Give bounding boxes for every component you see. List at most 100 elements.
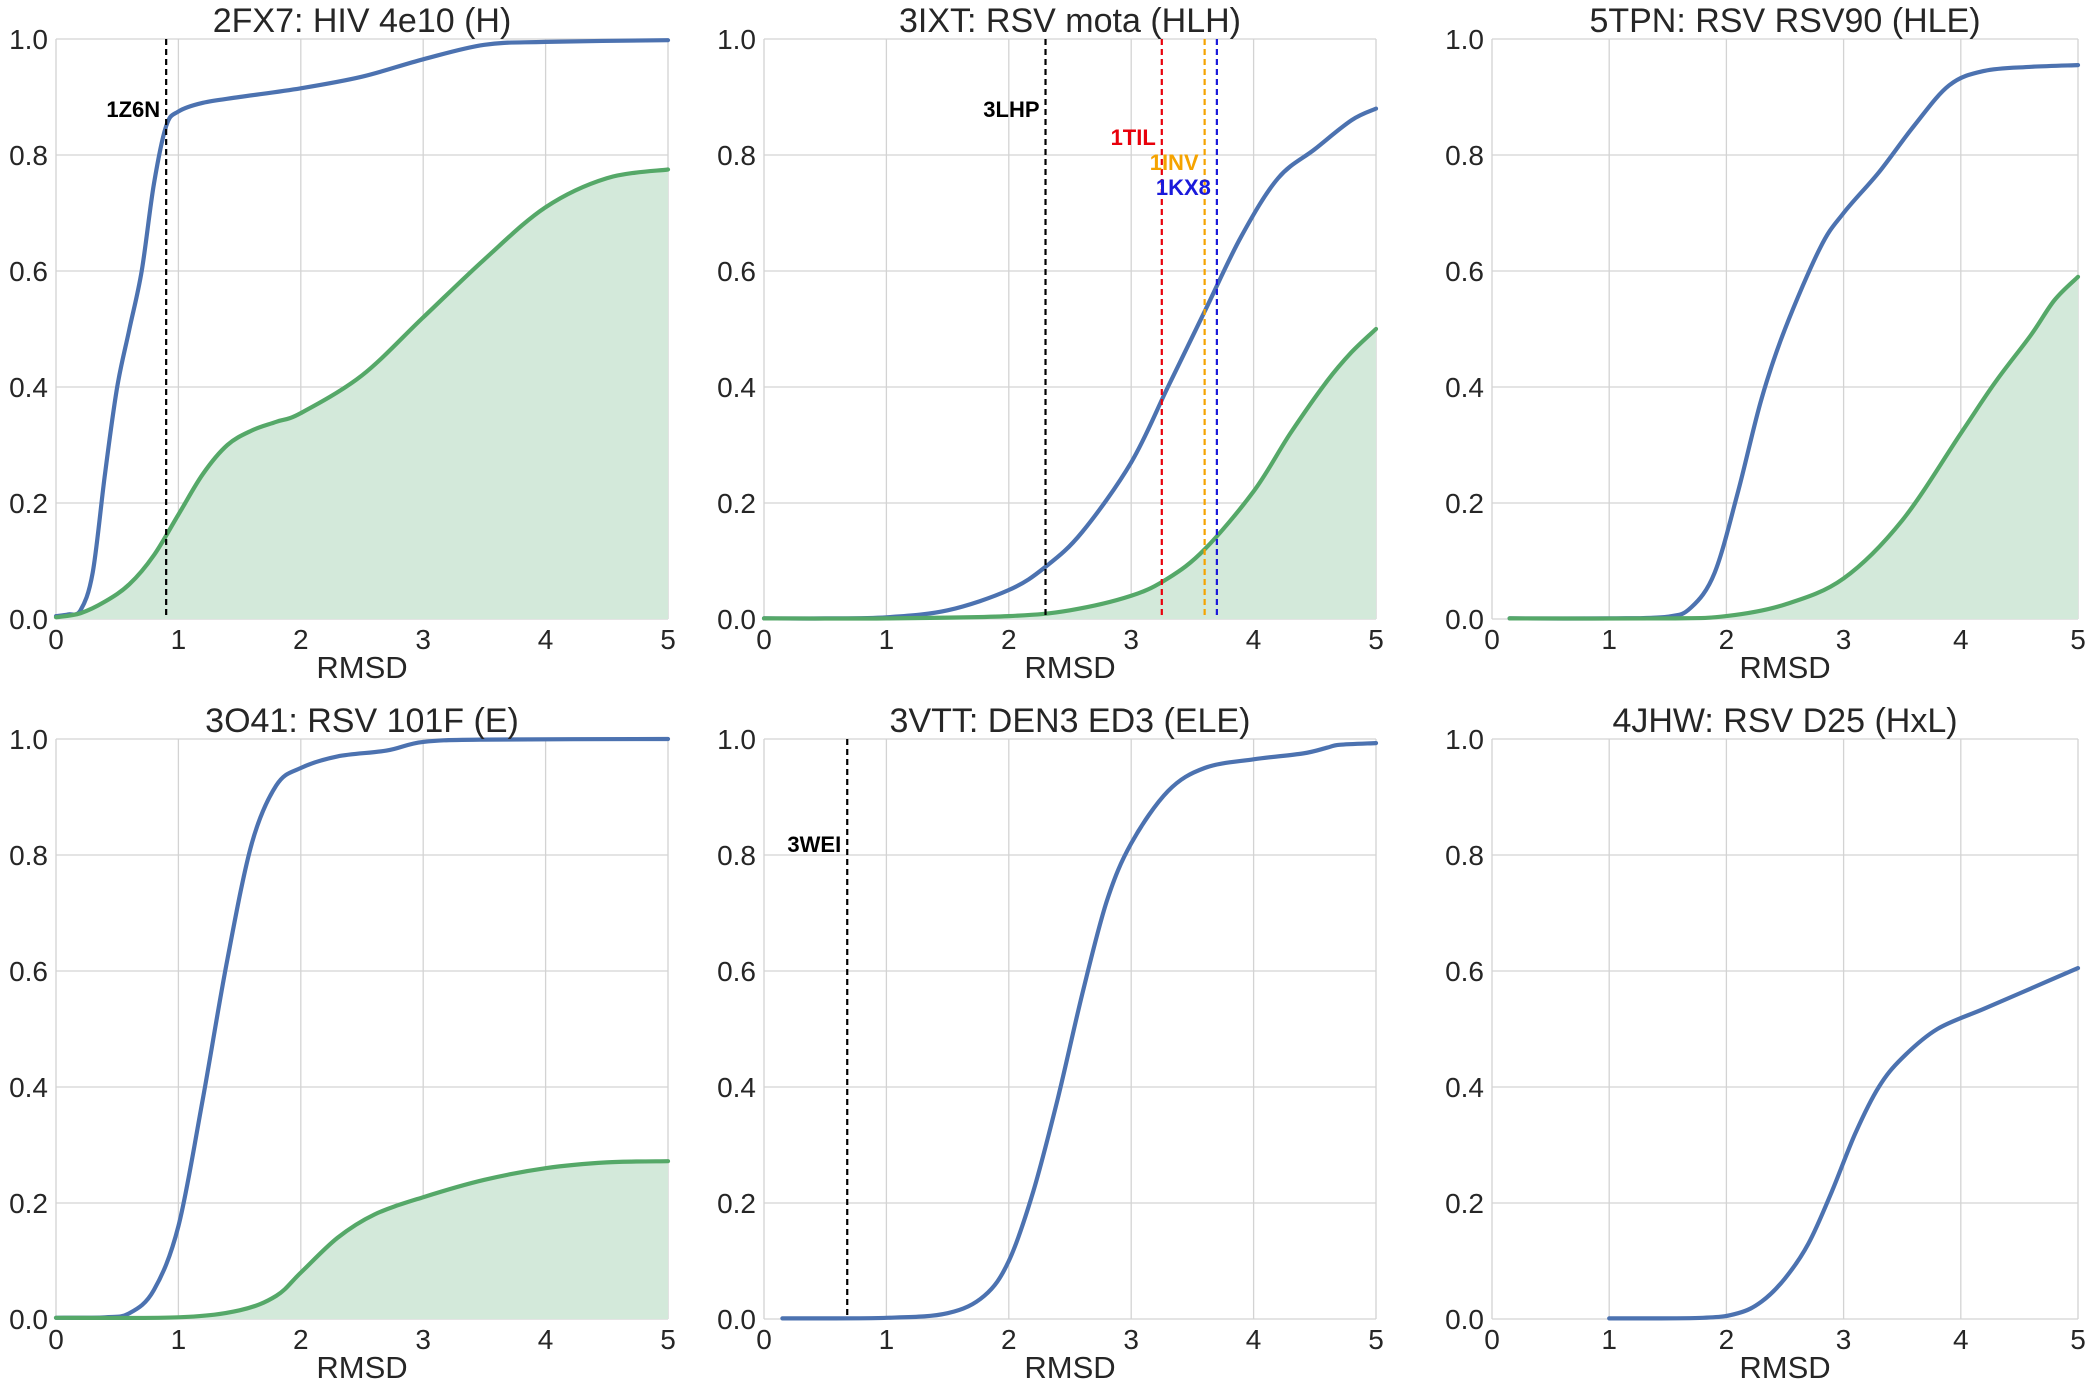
y-tick-label: 1.0	[717, 724, 756, 755]
series-line-1	[780, 741, 1379, 1321]
chart-panel-1: 1Z6N 0 1 2 3 4 5 0.0 0.2 0.4 0.6 0.8 1.0 2FX7: HIV 4e…	[0, 0, 700, 698]
x-tick-label: 2	[293, 1324, 309, 1355]
chart-title: 3O41: RSV 101F (E)	[205, 702, 519, 740]
x-tick-label: 1	[1601, 624, 1617, 655]
x-tick-label: 1	[171, 1324, 187, 1355]
y-tick-label: 0.6	[1445, 956, 1484, 987]
chart-svg: 3WEI 0 1 2 3 4 5 0.0 0.2 0.4 0.6 0.8 1.0 3VTT: DEN3 E…	[717, 702, 1384, 1385]
series-line-1	[1507, 62, 2081, 621]
y-tick-label: 0.4	[9, 1072, 48, 1103]
y-tick-label: 0.6	[9, 256, 48, 287]
x-tick-label: 5	[2070, 624, 2086, 655]
y-tick-label: 0.6	[9, 956, 48, 987]
chart-panel-3: 0 1 2 3 4 5 0.0 0.2 0.4 0.6 0.8 1.0 5TPN: RSV RSV90 …	[1400, 0, 2096, 698]
x-axis-label: RMSD	[1024, 650, 1115, 685]
series-line-2	[53, 167, 671, 620]
y-tick-label: 0.2	[1445, 1188, 1484, 1219]
y-tick-label: 0.2	[717, 488, 756, 519]
x-tick-label: 0	[48, 624, 64, 655]
reference-label: 1INV	[1150, 150, 1199, 175]
x-tick-label: 5	[1368, 624, 1384, 655]
x-tick-label: 1	[879, 624, 895, 655]
y-tick-label: 0.2	[9, 488, 48, 519]
x-tick-label: 0	[756, 624, 772, 655]
y-tick-label: 0.8	[1445, 840, 1484, 871]
series-area-fill	[764, 329, 1376, 619]
x-tick-label: 3	[1123, 624, 1139, 655]
x-tick-label: 4	[538, 624, 554, 655]
x-tick-label: 1	[171, 624, 187, 655]
x-tick-label: 4	[1953, 624, 1969, 655]
x-axis-label: RMSD	[1024, 1350, 1115, 1385]
x-tick-label: 2	[1001, 1324, 1017, 1355]
series-area-fill	[56, 1161, 668, 1319]
y-tick-label: 0.2	[717, 1188, 756, 1219]
y-tick-label: 1.0	[717, 24, 756, 55]
x-tick-label: 1	[1601, 1324, 1617, 1355]
y-tick-label: 0.8	[9, 840, 48, 871]
series-line-1	[761, 106, 1379, 621]
x-axis-label: RMSD	[1739, 650, 1830, 685]
x-tick-label: 3	[415, 624, 431, 655]
y-tick-label: 0.4	[9, 372, 48, 403]
y-tick-label: 1.0	[9, 724, 48, 755]
x-tick-label: 0	[48, 1324, 64, 1355]
chart-svg: 1Z6N 0 1 2 3 4 5 0.0 0.2 0.4 0.6 0.8 1.0 2FX7: HIV 4e…	[9, 2, 676, 685]
y-tick-label: 0.0	[9, 604, 48, 635]
series-line-1	[53, 736, 671, 1320]
x-tick-label: 0	[756, 1324, 772, 1355]
y-tick-label: 0.8	[1445, 140, 1484, 171]
y-tick-label: 0.2	[1445, 488, 1484, 519]
y-tick-label: 0.6	[1445, 256, 1484, 287]
chart-panel-5: 3WEI 0 1 2 3 4 5 0.0 0.2 0.4 0.6 0.8 1.0 3VTT: DEN3 E…	[700, 698, 1400, 1396]
x-axis-label: RMSD	[1739, 1350, 1830, 1385]
chart-title: 2FX7: HIV 4e10 (H)	[213, 2, 512, 40]
chart-title: 5TPN: RSV RSV90 (HLE)	[1589, 2, 1980, 40]
x-tick-label: 4	[1953, 1324, 1969, 1355]
chart-svg: 0 1 2 3 4 5 0.0 0.2 0.4 0.6 0.8 1.0 4JHW: RSV D25 (H…	[1445, 702, 2086, 1385]
series-line-2	[761, 326, 1379, 621]
x-axis-label: RMSD	[316, 650, 407, 685]
y-tick-label: 0.6	[717, 956, 756, 987]
x-tick-label: 4	[1246, 1324, 1262, 1355]
x-tick-label: 3	[1836, 624, 1852, 655]
chart-title: 4JHW: RSV D25 (HxL)	[1612, 702, 1957, 740]
reference-label: 1TIL	[1111, 125, 1156, 150]
y-tick-label: 0.8	[717, 840, 756, 871]
y-tick-label: 0.8	[717, 140, 756, 171]
series-line-2	[1507, 274, 2081, 621]
x-axis-label: RMSD	[316, 1350, 407, 1385]
chart-title: 3IXT: RSV mota (HLH)	[899, 2, 1241, 40]
series-area-fill	[56, 169, 668, 619]
series-area-fill	[1509, 276, 2078, 619]
x-tick-label: 2	[293, 624, 309, 655]
y-tick-label: 0.0	[9, 1304, 48, 1335]
x-tick-label: 3	[1836, 1324, 1852, 1355]
series-line-1	[53, 38, 671, 619]
y-tick-label: 0.4	[717, 372, 756, 403]
chart-panel-4: 0 1 2 3 4 5 0.0 0.2 0.4 0.6 0.8 1.0 3O41: RSV 101F (…	[0, 698, 700, 1396]
y-tick-label: 0.4	[717, 1072, 756, 1103]
x-tick-label: 1	[879, 1324, 895, 1355]
x-tick-label: 5	[660, 1324, 676, 1355]
y-tick-label: 0.0	[1445, 604, 1484, 635]
x-tick-label: 2	[1719, 624, 1735, 655]
series-line-2	[53, 1159, 671, 1321]
x-tick-label: 2	[1719, 1324, 1735, 1355]
y-tick-label: 1.0	[1445, 24, 1484, 55]
y-tick-label: 0.4	[1445, 372, 1484, 403]
reference-label: 3WEI	[787, 832, 841, 857]
y-tick-label: 0.4	[1445, 1072, 1484, 1103]
x-tick-label: 3	[1123, 1324, 1139, 1355]
reference-label: 1Z6N	[106, 97, 160, 122]
x-tick-label: 3	[415, 1324, 431, 1355]
y-tick-label: 0.0	[717, 604, 756, 635]
x-tick-label: 0	[1484, 1324, 1500, 1355]
y-tick-label: 0.8	[9, 140, 48, 171]
y-tick-label: 1.0	[9, 24, 48, 55]
x-tick-label: 0	[1484, 624, 1500, 655]
x-tick-label: 5	[2070, 1324, 2086, 1355]
x-tick-label: 5	[660, 624, 676, 655]
